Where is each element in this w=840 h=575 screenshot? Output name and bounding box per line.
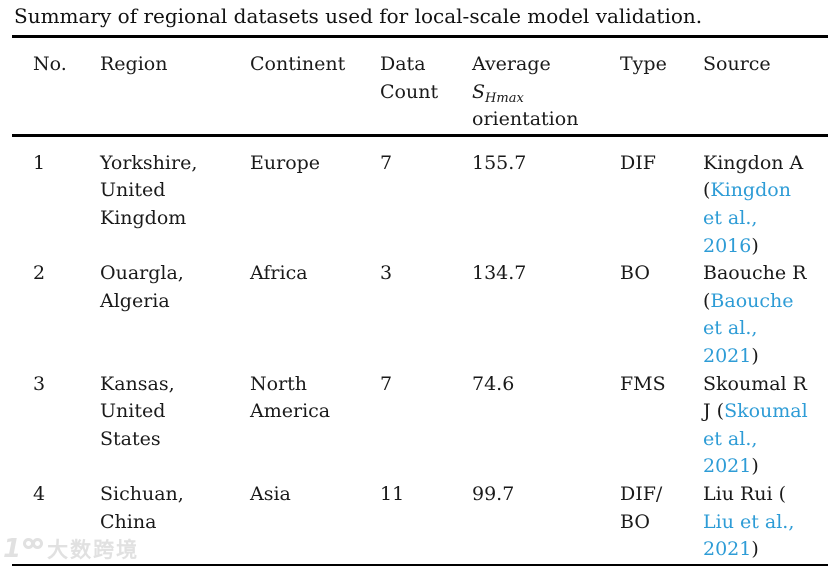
cell-type: BO (620, 262, 650, 285)
cell-continent: Europe (250, 151, 321, 174)
average-header-line3: orientation (472, 108, 579, 131)
cell-type: DIF/ BO (620, 482, 663, 533)
col-header-data-count: Data Count (380, 36, 472, 137)
cell-region: Yorkshire, United Kingdom (100, 151, 198, 229)
cell-continent: Africa (250, 262, 308, 285)
col-header-no: No. (12, 36, 100, 137)
cell-type: FMS (620, 372, 666, 395)
cell-no: 3 (33, 372, 46, 395)
cell-source: Liu Rui ( Liu et al., 2021) (703, 481, 828, 565)
citation-link[interactable]: Baouche et al., 2021 (703, 289, 794, 367)
table-row: 4 Sichuan, China Asia 11 99.7 DIF/ BO Li… (12, 481, 828, 565)
col-header-average-shmax: Average SHmax orientation (472, 36, 620, 137)
source-suffix: ) (751, 455, 759, 478)
cell-data-count: 7 (380, 372, 393, 395)
source-author: Skoumal R J ( (703, 372, 807, 423)
source-suffix: ) (751, 344, 759, 367)
cell-average: 99.7 (472, 482, 515, 505)
cell-no: 4 (33, 482, 46, 505)
cell-no: 1 (33, 151, 46, 174)
table-row: 2 Ouargla, Algeria Africa 3 134.7 BO Bao… (12, 260, 828, 370)
cell-data-count: 3 (380, 262, 393, 285)
cell-continent: North America (250, 372, 331, 423)
cell-continent: Asia (250, 482, 291, 505)
col-header-region: Region (100, 36, 250, 137)
cell-average: 74.6 (472, 372, 515, 395)
cell-no: 2 (33, 262, 46, 285)
cell-source: Baouche R (Baouche et al., 2021) (703, 260, 828, 370)
cell-source: Kingdon A (Kingdon et al., 2016) (703, 135, 828, 260)
source-author: Liu Rui ( (703, 482, 787, 505)
average-header-line1: Average (472, 53, 551, 75)
citation-link[interactable]: Kingdon et al., 2016 (703, 179, 791, 257)
col-header-source: Source (703, 36, 828, 137)
cell-type: DIF (620, 151, 656, 174)
source-suffix: ) (751, 538, 759, 561)
col-header-type: Type (620, 36, 703, 137)
table-header: No. Region Continent Data Count Average S… (12, 36, 828, 137)
cell-region: Sichuan, China (100, 482, 184, 533)
source-author: Kingdon A ( (703, 151, 804, 202)
datasets-table: No. Region Continent Data Count Average S… (12, 35, 828, 566)
table-caption: Summary of regional datasets used for lo… (14, 4, 703, 28)
table-row: 3 Kansas, United States North America 7 … (12, 371, 828, 481)
source-suffix: ) (751, 234, 759, 257)
col-header-continent: Continent (250, 36, 380, 137)
cell-region: Kansas, United States (100, 372, 175, 450)
cell-average: 134.7 (472, 262, 527, 285)
table-row: 1 Yorkshire, United Kingdom Europe 7 155… (12, 135, 828, 260)
cell-data-count: 11 (380, 482, 405, 505)
citation-link[interactable]: Skoumal et al., 2021 (703, 400, 808, 478)
cell-region: Ouargla, Algeria (100, 262, 184, 312)
cell-source: Skoumal R J (Skoumal et al., 2021) (703, 371, 828, 481)
shmax-symbol: SHmax (472, 80, 524, 106)
cell-average: 155.7 (472, 151, 527, 174)
source-author: Baouche R ( (703, 262, 807, 312)
cell-data-count: 7 (380, 151, 393, 174)
citation-link[interactable]: Liu et al., 2021 (703, 510, 795, 561)
